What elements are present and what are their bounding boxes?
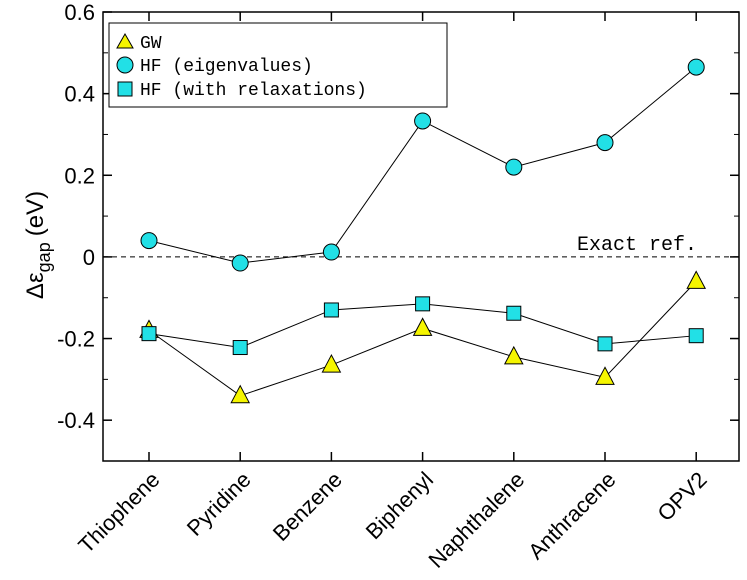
plot-frame [102, 11, 740, 462]
gw-point [321, 354, 342, 373]
x-category-label: Pyridine [182, 467, 256, 541]
reference-label: Exact ref. [577, 234, 697, 257]
hf-eigen-point [231, 254, 249, 272]
y-axis-label-sub: gap [34, 242, 54, 272]
hf-relax-point [323, 302, 339, 318]
legend-gw-label: GW [140, 34, 162, 54]
y-tick-label: 0.6 [64, 0, 95, 25]
gw-point [686, 270, 707, 289]
x-category-label: Benzene [268, 467, 347, 546]
y-tick-label: 0.4 [64, 82, 95, 107]
legend-gw-marker [116, 32, 134, 49]
gw-point [412, 317, 433, 336]
hf-relax-point [232, 340, 248, 356]
reference-layer: Exact ref. [103, 234, 739, 258]
y-axis-label-main: Δε [22, 272, 49, 299]
y-tick-label: 0 [83, 245, 95, 270]
y-axis-label-unit: (eV) [22, 191, 49, 236]
legend: GW HF (eigenvalues) HF (with relaxations… [108, 22, 448, 108]
x-category-label: Naphthalene [423, 467, 529, 573]
hf-relax-point [506, 305, 522, 321]
series-layer [139, 58, 707, 404]
x-category-label: Biphenyl [361, 467, 438, 544]
legend-hf-relax-marker [117, 81, 133, 97]
y-tick-label: -0.2 [57, 327, 95, 352]
hf-eigen-point [505, 158, 523, 176]
gw-point [230, 384, 251, 404]
x-category-label: Thiophene [73, 467, 164, 558]
hf-relax-point [141, 326, 157, 342]
x-category-label: Anthracene [523, 467, 620, 564]
gw-point [595, 366, 615, 385]
hf-relax-point [597, 336, 613, 352]
hf-eigen-point [596, 134, 614, 152]
y-ticks: -0.4 -0.2 0 0.2 0.4 0.6 [57, 0, 739, 462]
legend-hf-eigen-label: HF (eigenvalues) [140, 57, 313, 77]
hf-relax-point [688, 328, 704, 344]
legend-box [108, 22, 448, 108]
legend-hf-eigen-marker [116, 56, 134, 74]
hf-eigen-point [414, 112, 432, 130]
gw-point [503, 345, 524, 365]
y-axis-label: Δεgap (eV) [22, 191, 54, 299]
legend-hf-relax-label: HF (with relaxations) [140, 81, 367, 101]
x-category-label: OPV2 [653, 467, 712, 526]
y-tick-label: 0.2 [64, 163, 95, 188]
hf-relax-point [415, 296, 431, 312]
y-tick-label: -0.4 [57, 408, 95, 433]
hf-eigen-point [140, 232, 158, 250]
hf-eigen-point [687, 58, 705, 76]
hf-eigen-point [322, 243, 340, 261]
